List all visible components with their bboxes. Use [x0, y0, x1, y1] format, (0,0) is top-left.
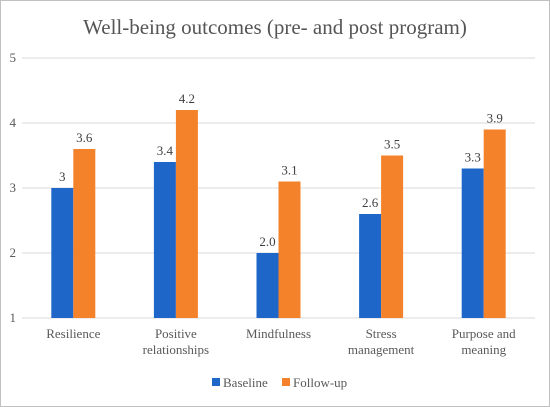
data-label: 3.1: [281, 163, 297, 178]
x-category-label: Purpose and: [452, 326, 516, 341]
data-label: 2.0: [259, 234, 275, 249]
x-category-label: relationships: [143, 342, 209, 357]
bar-follow-up-1: [175, 110, 198, 318]
bar-baseline-2: [256, 253, 279, 318]
y-tick-label: 5: [10, 50, 17, 65]
y-tick-label: 3: [10, 180, 17, 195]
legend-label: Baseline: [223, 375, 268, 390]
x-category-label: Stress: [366, 326, 397, 341]
data-label: 3.6: [76, 130, 93, 145]
x-category-label: management: [348, 342, 415, 357]
x-category-label: meaning: [461, 342, 506, 357]
bar-follow-up-0: [73, 149, 96, 318]
bar-baseline-1: [153, 162, 176, 318]
data-label: 4.2: [179, 91, 195, 106]
legend-swatch: [282, 378, 290, 386]
x-category-label: Resilience: [46, 326, 100, 341]
data-label: 3: [59, 169, 66, 184]
bar-follow-up-4: [483, 129, 506, 318]
x-category-label: Positive: [155, 326, 197, 341]
y-tick-label: 2: [10, 245, 17, 260]
bar-follow-up-3: [381, 155, 404, 318]
data-label: 3.3: [465, 150, 481, 165]
legend-label: Follow-up: [293, 375, 347, 390]
chart-title: Well-being outcomes (pre- and post progr…: [83, 15, 467, 39]
y-tick-label: 4: [10, 115, 17, 130]
data-label: 3.4: [157, 143, 174, 158]
data-label: 3.9: [487, 111, 503, 126]
x-category-label: Mindfulness: [246, 326, 311, 341]
y-tick-label: 1: [10, 310, 17, 325]
bar-baseline-3: [359, 214, 382, 318]
bar-baseline-4: [461, 168, 484, 318]
bar-baseline-0: [51, 188, 74, 318]
data-label: 2.6: [362, 195, 379, 210]
bar-follow-up-2: [278, 181, 301, 318]
data-label: 3.5: [384, 137, 400, 152]
legend-swatch: [212, 378, 220, 386]
